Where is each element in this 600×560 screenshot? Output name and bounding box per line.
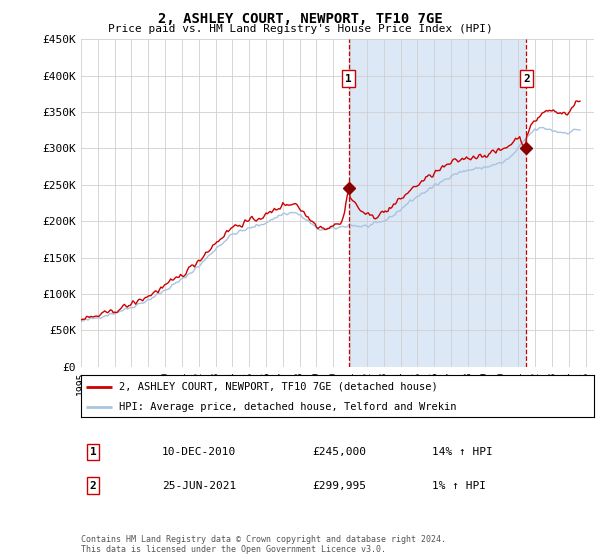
Text: 10-DEC-2010: 10-DEC-2010 <box>162 447 236 457</box>
Text: £299,995: £299,995 <box>312 480 366 491</box>
Text: 14% ↑ HPI: 14% ↑ HPI <box>432 447 493 457</box>
Text: 1% ↑ HPI: 1% ↑ HPI <box>432 480 486 491</box>
Text: 2, ASHLEY COURT, NEWPORT, TF10 7GE: 2, ASHLEY COURT, NEWPORT, TF10 7GE <box>158 12 442 26</box>
Bar <box>349 39 526 367</box>
Text: 1: 1 <box>89 447 97 457</box>
Text: £245,000: £245,000 <box>312 447 366 457</box>
Text: Contains HM Land Registry data © Crown copyright and database right 2024.
This d: Contains HM Land Registry data © Crown c… <box>81 535 446 554</box>
Text: 25-JUN-2021: 25-JUN-2021 <box>162 480 236 491</box>
Text: Price paid vs. HM Land Registry's House Price Index (HPI): Price paid vs. HM Land Registry's House … <box>107 24 493 34</box>
Text: 2, ASHLEY COURT, NEWPORT, TF10 7GE (detached house): 2, ASHLEY COURT, NEWPORT, TF10 7GE (deta… <box>119 382 438 392</box>
Text: 2: 2 <box>89 480 97 491</box>
Text: 2: 2 <box>523 73 530 83</box>
Text: HPI: Average price, detached house, Telford and Wrekin: HPI: Average price, detached house, Telf… <box>119 402 457 412</box>
Text: 1: 1 <box>346 73 352 83</box>
